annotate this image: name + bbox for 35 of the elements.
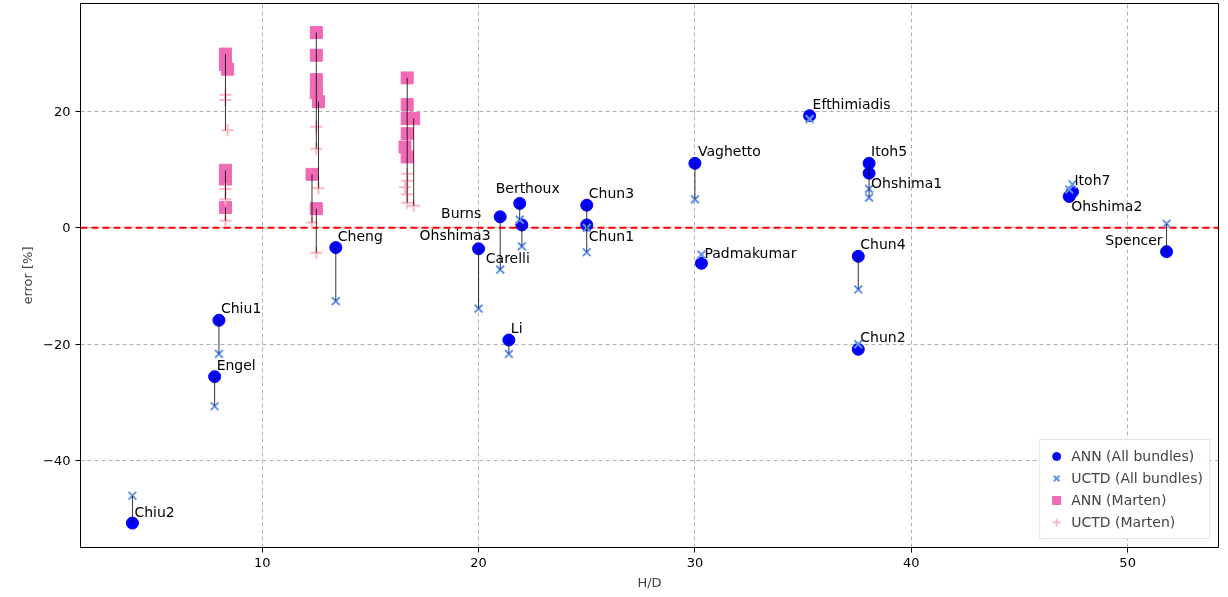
annotation: Ohshima2 <box>1071 198 1143 215</box>
x-tick-label: 10 <box>253 554 271 570</box>
annotation: Efthimiadis <box>812 95 891 112</box>
x-tick-label: 50 <box>1119 554 1136 570</box>
x-tick-label: 20 <box>470 554 487 570</box>
legend-label: UCTD (All bundles) <box>1071 470 1203 486</box>
annotation: Burns <box>441 204 482 221</box>
y-tick-label: −40 <box>43 452 71 468</box>
annotation: Chun1 <box>588 227 635 244</box>
annotation: Chun3 <box>588 185 635 202</box>
annotation: Vaghetto <box>697 143 761 160</box>
legend-label: UCTD (Marten) <box>1071 514 1176 530</box>
annotation: Itoh5 <box>871 143 908 160</box>
annotation: Berthoux <box>495 180 560 197</box>
y-tick-label: 20 <box>53 104 71 120</box>
annotation: Chun2 <box>860 329 906 346</box>
y-tick-label: −20 <box>43 336 71 352</box>
x-axis-title: H/D <box>637 574 662 590</box>
annotation: Itoh7 <box>1074 171 1111 188</box>
y-tick-label: 0 <box>62 220 71 236</box>
annotation: Padmakumar <box>704 245 797 262</box>
annotation: Engel <box>216 356 256 373</box>
legend-label: ANN (All bundles) <box>1071 448 1195 464</box>
annotation: Chiu1 <box>220 300 262 317</box>
annotation: Ohshima3 <box>419 226 491 243</box>
annotation: Chun4 <box>860 236 906 253</box>
annotation: Spencer <box>1105 231 1163 248</box>
y-axis-title: error [%] <box>20 246 36 305</box>
annotation: Chiu2 <box>134 504 175 521</box>
annotation: Li <box>510 320 523 337</box>
x-tick-label: 30 <box>686 554 704 570</box>
legend-label: ANN (Marten) <box>1071 492 1167 508</box>
annotation: Ohshima1 <box>871 175 943 192</box>
x-tick-label: 40 <box>903 554 920 570</box>
annotation: Cheng <box>337 227 383 244</box>
